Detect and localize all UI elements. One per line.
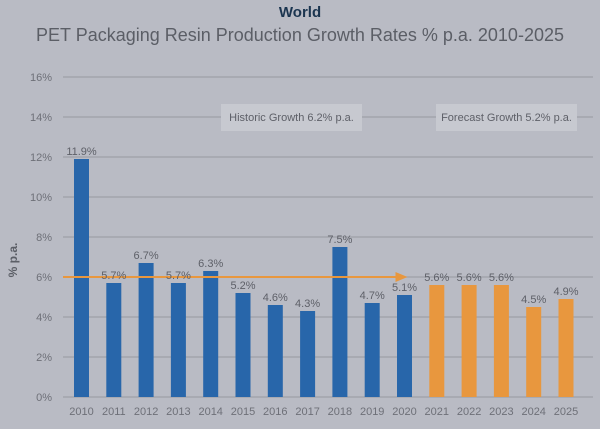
x-tick-label: 2023 <box>489 406 513 418</box>
y-tick-label: 8% <box>36 232 52 244</box>
x-tick-label: 2022 <box>457 406 481 418</box>
y-tick-label: 14% <box>30 112 52 124</box>
chart-title: World <box>278 4 322 21</box>
arrowhead-icon <box>395 272 408 282</box>
y-tick-label: 2% <box>36 352 52 364</box>
data-label: 4.3% <box>295 298 320 310</box>
data-label: 5.7% <box>166 270 191 282</box>
bar-2011 <box>106 283 122 397</box>
data-label: 11.9% <box>66 146 97 158</box>
x-tick-label: 2013 <box>166 406 190 418</box>
bar-2023 <box>493 285 509 397</box>
bar-2012 <box>138 263 154 397</box>
y-axis-label: % p.a. <box>6 243 20 278</box>
bar-2014 <box>203 271 219 397</box>
bar-2015 <box>235 293 251 397</box>
chart-subtitle: PET Packaging Resin Production Growth Ra… <box>36 25 564 45</box>
annotation-box <box>436 104 577 131</box>
data-label: 5.7% <box>101 270 126 282</box>
x-tick-label: 2010 <box>69 406 93 418</box>
annotation-text: Historic Growth 6.2% p.a. <box>229 112 354 124</box>
y-tick-label: 4% <box>36 312 52 324</box>
bar-2025 <box>558 299 574 397</box>
data-labels: 11.9% 5.7% 6.7% 5.7% 6.3% 5.2% 4.6% 4.3% 7.5% 4.7… <box>66 146 578 310</box>
data-label: 6.7% <box>134 250 159 262</box>
data-label: 5.1% <box>392 282 417 294</box>
trend-arrow <box>63 272 408 282</box>
x-tick-label: 2020 <box>392 406 416 418</box>
data-label: 5.6% <box>457 272 482 284</box>
annotation-text: Forecast Growth 5.2% p.a. <box>441 112 572 124</box>
x-tick-label: 2021 <box>425 406 449 418</box>
data-label: 4.6% <box>263 292 288 304</box>
bar-2018 <box>332 247 348 397</box>
y-tick-label: 10% <box>30 192 52 204</box>
annotations: Historic Growth 6.2% p.a. Forecast Growth… <box>221 104 577 131</box>
bar-2019 <box>364 303 380 397</box>
x-tick-label: 2024 <box>521 406 545 418</box>
y-tick-label: 16% <box>30 72 52 84</box>
data-label: 4.7% <box>360 290 385 302</box>
bar-2016 <box>267 305 283 397</box>
data-label: 7.5% <box>327 234 352 246</box>
bar-2017 <box>300 311 316 397</box>
data-label: 6.3% <box>198 258 223 270</box>
annotation-box <box>221 104 362 131</box>
y-tick-label: 0% <box>36 392 52 404</box>
data-label: 4.9% <box>553 286 578 298</box>
x-tick-label: 2015 <box>231 406 255 418</box>
y-tick-label: 6% <box>36 272 52 284</box>
x-axis-ticks: 2010 2011 2012 2013 2014 2015 2016 2017 2018 2019… <box>69 406 578 418</box>
bar-2022 <box>461 285 477 397</box>
x-tick-label: 2014 <box>198 406 222 418</box>
data-label: 5.2% <box>230 280 255 292</box>
y-axis-ticks: 0% 2% 4% 6% 8% 10% 12% 14% 16% <box>30 72 52 404</box>
bar-2024 <box>526 307 542 397</box>
bar-2013 <box>170 283 186 397</box>
x-tick-label: 2025 <box>554 406 578 418</box>
bar-2021 <box>429 285 445 397</box>
data-label: 5.6% <box>424 272 449 284</box>
x-tick-label: 2016 <box>263 406 287 418</box>
x-tick-label: 2012 <box>134 406 158 418</box>
x-tick-label: 2017 <box>295 406 319 418</box>
bar-2020 <box>397 295 412 397</box>
x-tick-label: 2011 <box>102 406 126 418</box>
data-label: 5.6% <box>489 272 514 284</box>
y-tick-label: 12% <box>30 152 52 164</box>
x-tick-label: 2018 <box>328 406 352 418</box>
data-label: 4.5% <box>521 294 546 306</box>
x-tick-label: 2019 <box>360 406 384 418</box>
